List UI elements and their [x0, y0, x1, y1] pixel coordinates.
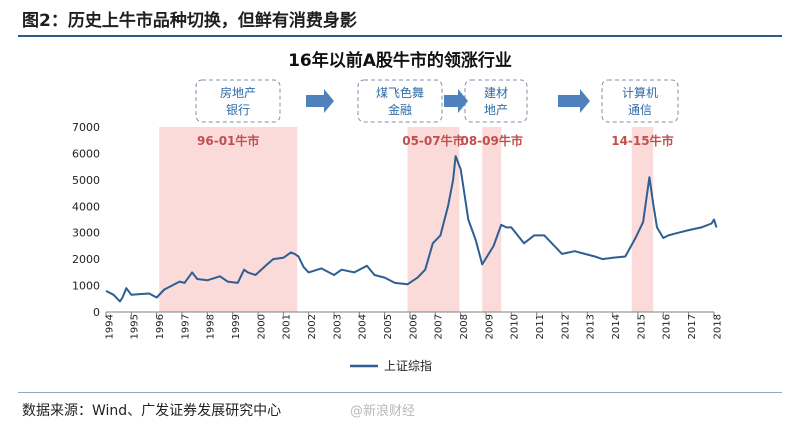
x-tick-label: 2015	[636, 314, 647, 339]
x-tick-label: 2007	[434, 314, 445, 339]
right-arrow-icon	[444, 89, 468, 113]
x-tick-label: 2000	[256, 314, 267, 339]
y-tick-label: 3000	[72, 227, 100, 240]
x-tick-label: 2018	[712, 314, 723, 339]
bull-market-band	[482, 127, 502, 312]
sector-box-line2: 地产	[484, 103, 508, 117]
y-tick-label: 2000	[72, 253, 100, 266]
y-tick-label: 5000	[72, 174, 100, 187]
x-tick-label: 1994	[104, 314, 115, 339]
x-tick-label: 2001	[282, 314, 293, 339]
band-label: 08-09牛市	[461, 133, 523, 148]
x-tick-label: 2003	[332, 314, 343, 339]
x-tick-label: 2008	[459, 314, 470, 339]
figure-title: 图2：历史上牛市品种切换，但鲜有消费身影	[22, 11, 357, 31]
x-tick-label: 2006	[408, 314, 419, 339]
y-tick-label: 1000	[72, 280, 100, 293]
right-arrow-icon	[306, 89, 334, 113]
x-tick-label: 2017	[687, 314, 698, 339]
sector-box	[195, 79, 281, 123]
sector-box-line2: 银行	[226, 103, 250, 117]
sector-box	[601, 79, 679, 123]
title-rule	[18, 35, 782, 37]
sector-box-line1: 计算机	[622, 85, 658, 100]
band-label: 96-01牛市	[197, 133, 259, 148]
x-tick-label: 2012	[560, 314, 571, 339]
sector-box-line2: 金融	[388, 102, 412, 117]
legend-label: 上证综指	[384, 358, 432, 373]
y-tick-label: 4000	[72, 200, 100, 213]
bull-market-band	[159, 127, 298, 312]
y-tick-label: 6000	[72, 147, 100, 160]
bull-market-band	[631, 127, 654, 312]
chart-title: 16年以前A股牛市的领涨行业	[288, 51, 512, 71]
x-tick-label: 1995	[130, 314, 141, 339]
sector-box-line1: 房地产	[220, 85, 256, 100]
x-tick-label: 1996	[155, 314, 166, 339]
source-rule	[18, 392, 782, 393]
x-tick-label: 2005	[383, 314, 394, 339]
sector-box	[357, 79, 443, 123]
x-tick-label: 2013	[586, 314, 597, 339]
bull-market-band	[407, 127, 460, 312]
x-tick-label: 2004	[358, 314, 369, 339]
x-tick-label: 1999	[231, 314, 242, 339]
x-tick-label: 1997	[180, 314, 191, 339]
y-tick-label: 7000	[72, 121, 100, 134]
x-tick-label: 2010	[510, 314, 521, 339]
band-label: 05-07牛市	[402, 133, 464, 148]
series-line-shanghai-composite	[105, 155, 718, 303]
sector-box-line2: 通信	[628, 103, 652, 117]
source-note: 数据来源：Wind、广发证券发展研究中心	[22, 403, 282, 419]
x-tick-label: 2014	[611, 314, 622, 339]
y-tick-label: 0	[93, 306, 100, 319]
right-arrow-icon	[558, 89, 590, 113]
watermark: @新浪财经	[350, 404, 416, 419]
x-tick-label: 2011	[535, 314, 546, 339]
sector-box-line1: 建材	[484, 86, 508, 100]
x-tick-label: 2009	[484, 314, 495, 339]
sector-box-line1: 煤飞色舞	[376, 86, 424, 100]
x-tick-label: 1998	[206, 314, 217, 339]
band-label: 14-15牛市	[611, 133, 673, 148]
sector-box	[464, 79, 528, 123]
x-tick-label: 2002	[307, 314, 318, 339]
x-tick-label: 2016	[662, 314, 673, 339]
